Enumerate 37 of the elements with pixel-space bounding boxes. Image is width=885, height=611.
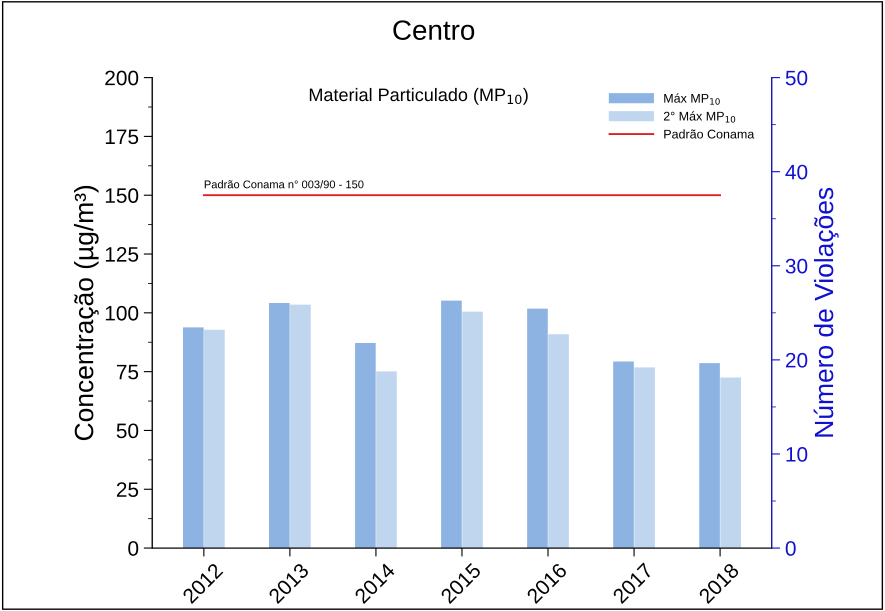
bar <box>441 300 462 548</box>
y-tick-label: 200 <box>105 70 138 86</box>
legend-label: Padrão Conama <box>664 129 754 139</box>
text: Material Particulado (MP$_{10}$) <box>310 88 528 105</box>
y2-axis-title: Número de Violações <box>814 188 839 437</box>
bar <box>634 367 655 548</box>
legend-label: Máx MP$_{10}$ <box>664 93 720 105</box>
y2-tick-label: 30 <box>786 258 808 274</box>
annotation: Padrão Conama n° 003/90 - 150 <box>204 180 364 188</box>
legend-label: 2° Máx MP$_{10}$ <box>664 111 736 123</box>
y2-tick-label: 40 <box>785 164 808 180</box>
bar <box>355 342 376 548</box>
bar <box>548 334 569 548</box>
bar <box>269 302 290 548</box>
y2-tick-label: 0 <box>786 541 796 556</box>
bar <box>182 327 204 548</box>
y-tick-label: 100 <box>106 306 138 321</box>
bar <box>290 304 311 548</box>
y-tick-label: 125 <box>106 247 138 262</box>
bar <box>376 371 397 548</box>
y-tick-label: 50 <box>116 423 138 438</box>
y2-tick-label: 10 <box>786 446 808 462</box>
bar <box>699 363 720 548</box>
y-tick-label: 0 <box>128 541 138 556</box>
bar <box>204 330 225 548</box>
bar <box>613 362 634 548</box>
bar <box>527 308 548 548</box>
y-axis-title: Concentração (µg/m³) <box>74 186 99 440</box>
bar <box>720 378 741 548</box>
y-tick-label: 175 <box>106 130 138 144</box>
y-tick-label: 25 <box>116 482 138 498</box>
y2-tick-label: 50 <box>786 70 808 86</box>
chart-title: Centro <box>393 20 474 40</box>
bar <box>462 312 483 548</box>
y-tick-label: 75 <box>116 364 138 380</box>
y-tick-label: 150 <box>106 188 138 203</box>
y2-tick-label: 20 <box>786 352 808 368</box>
